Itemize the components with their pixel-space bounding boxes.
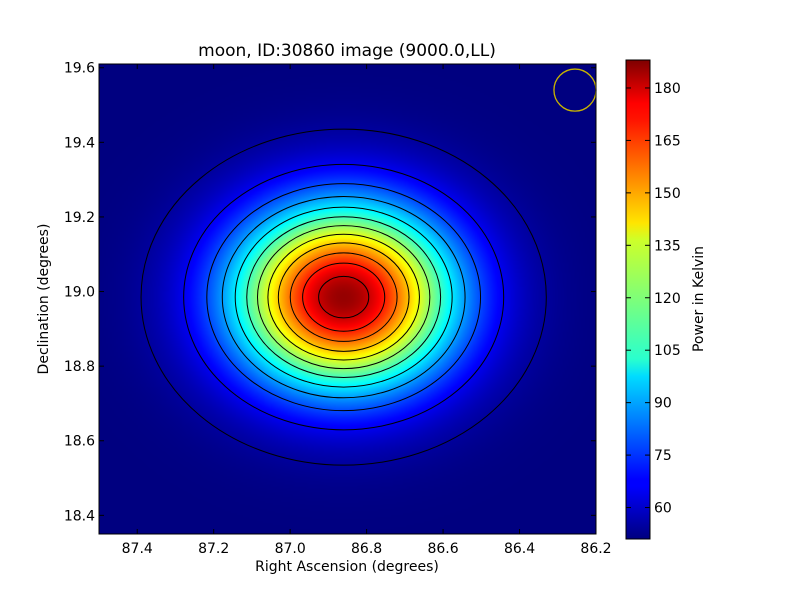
colorbar-tick-label: 105 [654, 343, 681, 359]
contour-lines [140, 128, 547, 466]
colorbar: 60 75 90 105 120 135 150 165 180 [625, 59, 681, 540]
contour-level [318, 275, 370, 319]
y-tick-label: 19.4 [64, 135, 95, 151]
contour-level [289, 252, 398, 342]
colorbar-tick-label: 135 [654, 238, 681, 254]
plot-area: 87.4 87.2 87.0 86.8 86.6 86.4 86.2 18.418.618.… [64, 61, 612, 557]
contour-level [267, 233, 420, 361]
y-tick-label: 19.6 [64, 61, 95, 77]
chart-title: moon, ID:30860 image (9000.0,LL) [198, 41, 496, 61]
x-tick-label: 87.2 [198, 541, 229, 557]
y-tick-label: 19.0 [64, 285, 95, 301]
contour-level [246, 216, 442, 379]
contour-level [277, 242, 410, 352]
colorbar-frame [625, 59, 651, 540]
x-tick-label: 86.8 [351, 541, 382, 557]
plot-frame [98, 63, 597, 535]
contour-level [256, 225, 431, 370]
y-tick-label: 18.6 [64, 434, 95, 450]
y-axis-ticks: 18.4 18.6 18.8 19.0 19.2 19.4 19.6 [64, 61, 596, 524]
contour-level [221, 195, 466, 399]
y-tick-label: 19.2 [64, 210, 95, 226]
y-tick-label: 18.8 [64, 359, 95, 375]
x-tick-label: 86.4 [504, 541, 535, 557]
heatmap-image [99, 64, 596, 534]
y-tick-label: 18.4 [64, 508, 95, 524]
contour-level [234, 206, 453, 388]
x-tick-label: 86.2 [580, 541, 611, 557]
contour-level [140, 128, 547, 466]
colorbar-tick-label: 90 [654, 396, 672, 412]
colorbar-tick-label: 120 [654, 291, 681, 307]
colorbar-tick-label: 75 [654, 448, 672, 464]
x-tick-label: 87.4 [122, 541, 153, 557]
colorbar-tick-label: 180 [654, 81, 681, 97]
contour-level [183, 163, 505, 431]
colorbar-tick-label: 150 [654, 186, 681, 202]
x-tick-label: 87.0 [275, 541, 306, 557]
colorbar-tick-label: 165 [654, 133, 681, 149]
colorbar-tick-label: 60 [654, 501, 672, 517]
contour-level [206, 183, 482, 412]
contour-level [302, 262, 386, 332]
y-axis-label: Declination (degrees) [36, 224, 52, 375]
x-axis-ticks: 87.4 87.2 87.0 86.8 86.6 86.4 86.2 [122, 64, 612, 557]
colorbar-label: Power in Kelvin [691, 246, 707, 352]
x-tick-label: 86.6 [427, 541, 458, 557]
x-axis-label: Right Ascension (degrees) [255, 559, 439, 575]
colorbar-gradient [626, 60, 650, 539]
colorbar-ticks: 60 75 90 105 120 135 150 165 180 [626, 81, 681, 517]
